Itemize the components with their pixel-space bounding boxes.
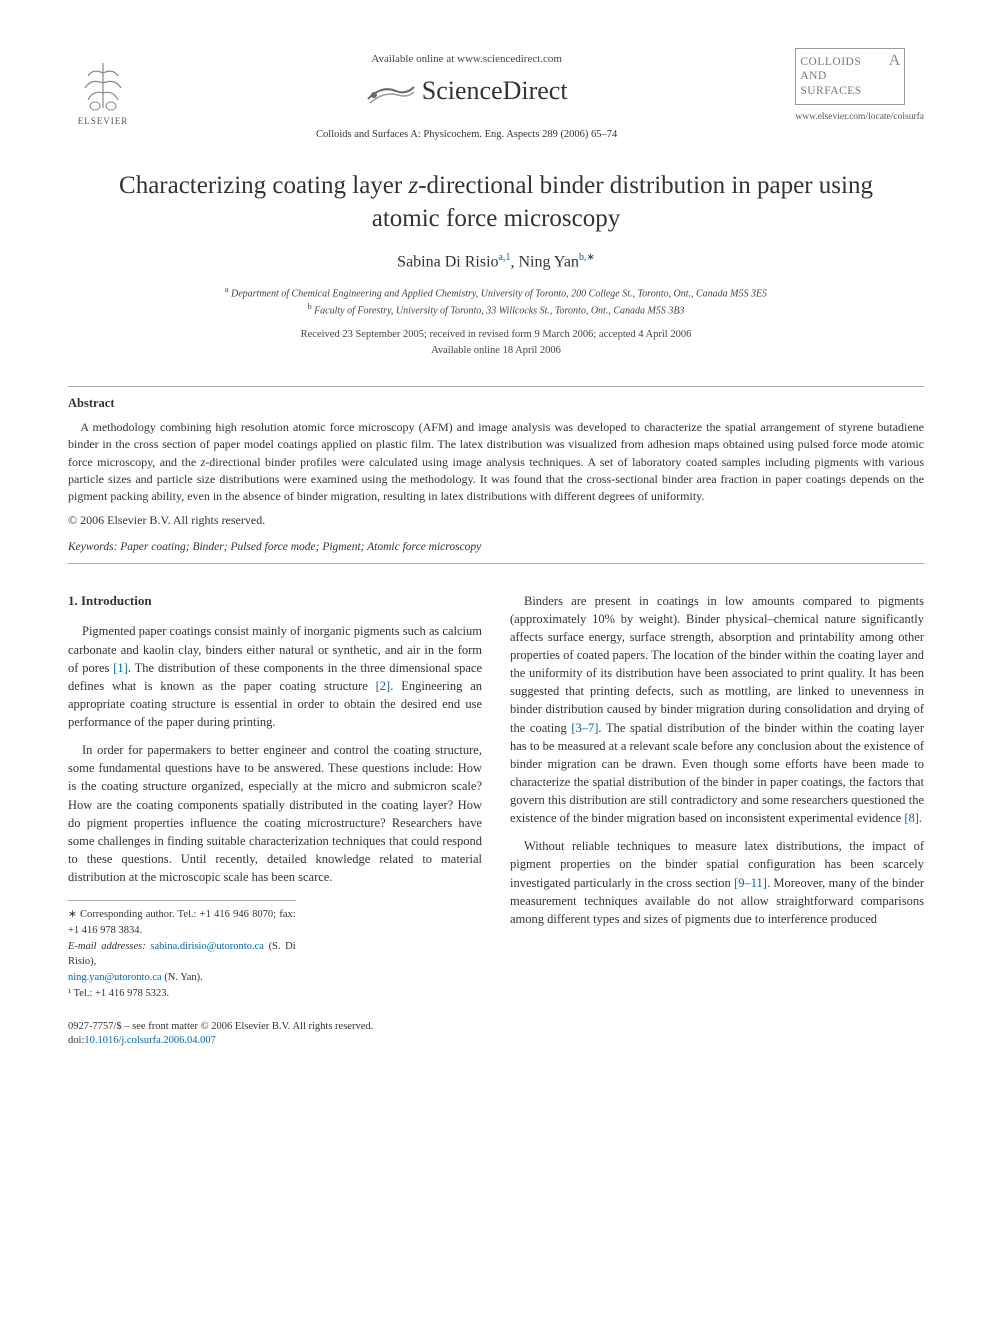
footnotes: ∗ Corresponding author. Tel.: +1 416 946… [68, 900, 296, 1002]
article-title: Characterizing coating layer z-direction… [108, 170, 884, 235]
elsevier-label: ELSEVIER [78, 115, 129, 128]
author-1: Sabina Di Risio [397, 254, 498, 271]
intro-p2: In order for papermakers to better engin… [68, 741, 482, 886]
ref-8[interactable]: [8] [904, 811, 919, 825]
doi-label: doi: [68, 1035, 84, 1046]
journal-box: A COLLOIDS AND SURFACES [795, 48, 905, 105]
doi-link[interactable]: 10.1016/j.colsurfa.2006.04.007 [84, 1035, 216, 1046]
journal-letter: A [889, 51, 901, 71]
column-right: Binders are present in coatings in low a… [510, 592, 924, 1049]
keywords: Keywords: Paper coating; Binder; Pulsed … [68, 539, 924, 555]
email-label: E-mail addresses: [68, 941, 146, 952]
title-post: -directional binder distribution in pape… [372, 172, 873, 232]
email-2[interactable]: ning.yan@utoronto.ca [68, 972, 162, 983]
body-columns: 1. Introduction Pigmented paper coatings… [68, 592, 924, 1049]
column-left: 1. Introduction Pigmented paper coatings… [68, 592, 482, 1049]
email-line-2: ning.yan@utoronto.ca (N. Yan). [68, 970, 296, 986]
intro-p3: Binders are present in coatings in low a… [510, 592, 924, 828]
keywords-list: Paper coating; Binder; Pulsed force mode… [117, 541, 481, 553]
author-2-star: ∗ [586, 252, 594, 263]
affil-b-text: Faculty of Forestry, University of Toron… [314, 306, 684, 317]
affil-b: b Faculty of Forestry, University of Tor… [68, 301, 924, 318]
ref-9-11[interactable]: [9–11] [734, 876, 767, 890]
author-2: Ning Yan [518, 254, 578, 271]
author-1-sup: a,1 [499, 252, 511, 263]
elsevier-logo: ELSEVIER [68, 48, 138, 128]
title-ital: z [408, 172, 418, 199]
title-pre: Characterizing coating layer [119, 172, 408, 199]
journal-reference: Colloids and Surfaces A: Physicochem. En… [138, 128, 795, 143]
sd-brand-text: ScienceDirect [422, 73, 568, 109]
intro-p1: Pigmented paper coatings consist mainly … [68, 622, 482, 731]
email-2-who: (N. Yan). [162, 972, 203, 983]
locate-url: www.elsevier.com/locate/colsurfa [795, 111, 924, 124]
front-matter: 0927-7757/$ – see front matter © 2006 El… [68, 1020, 482, 1035]
elsevier-tree-icon [73, 58, 133, 113]
keywords-label: Keywords: [68, 541, 117, 553]
rule-top [68, 386, 924, 387]
header-row: ELSEVIER Available online at www.science… [68, 48, 924, 152]
footer: 0927-7757/$ – see front matter © 2006 El… [68, 1020, 482, 1049]
available-online-text: Available online at www.sciencedirect.co… [138, 52, 795, 67]
ref-1[interactable]: [1] [113, 661, 128, 675]
authors: Sabina Di Risioa,1, Ning Yanb,∗ [68, 251, 924, 274]
intro-p3-a: Binders are present in coatings in low a… [510, 594, 924, 735]
tel-1: ¹ Tel.: +1 416 978 5323. [68, 986, 296, 1002]
rule-bottom [68, 563, 924, 564]
intro-heading: 1. Introduction [68, 592, 482, 611]
abstract-heading: Abstract [68, 395, 924, 413]
email-1[interactable]: sabina.dirisio@utoronto.ca [150, 941, 263, 952]
email-line: E-mail addresses: sabina.dirisio@utoront… [68, 939, 296, 971]
abstract-body: A methodology combining high resolution … [68, 419, 924, 506]
sd-swoosh-icon [366, 77, 416, 107]
received-date: Received 23 September 2005; received in … [68, 327, 924, 343]
online-date: Available online 18 April 2006 [68, 343, 924, 359]
affiliations: a Department of Chemical Engineering and… [68, 284, 924, 319]
journal-box-line1: COLLOIDS [800, 55, 900, 69]
intro-p3-b: . The spatial distribution of the binder… [510, 721, 924, 826]
ref-3-7[interactable]: [3–7] [571, 721, 598, 735]
affil-a-text: Department of Chemical Engineering and A… [231, 288, 767, 299]
corresponding-author: ∗ Corresponding author. Tel.: +1 416 946… [68, 907, 296, 939]
center-header: Available online at www.sciencedirect.co… [138, 48, 795, 142]
intro-p4: Without reliable techniques to measure l… [510, 837, 924, 928]
ref-2[interactable]: [2] [376, 679, 391, 693]
affil-a: a Department of Chemical Engineering and… [68, 284, 924, 301]
doi-line: doi:10.1016/j.colsurfa.2006.04.007 [68, 1034, 482, 1049]
sciencedirect-logo: ScienceDirect [366, 73, 568, 109]
journal-box-line2: AND [800, 69, 900, 83]
abstract-copyright: © 2006 Elsevier B.V. All rights reserved… [68, 512, 924, 529]
journal-box-line3: SURFACES [800, 84, 900, 98]
intro-p3-c: . [919, 811, 922, 825]
article-dates: Received 23 September 2005; received in … [68, 327, 924, 359]
journal-box-wrap: A COLLOIDS AND SURFACES www.elsevier.com… [795, 48, 924, 152]
